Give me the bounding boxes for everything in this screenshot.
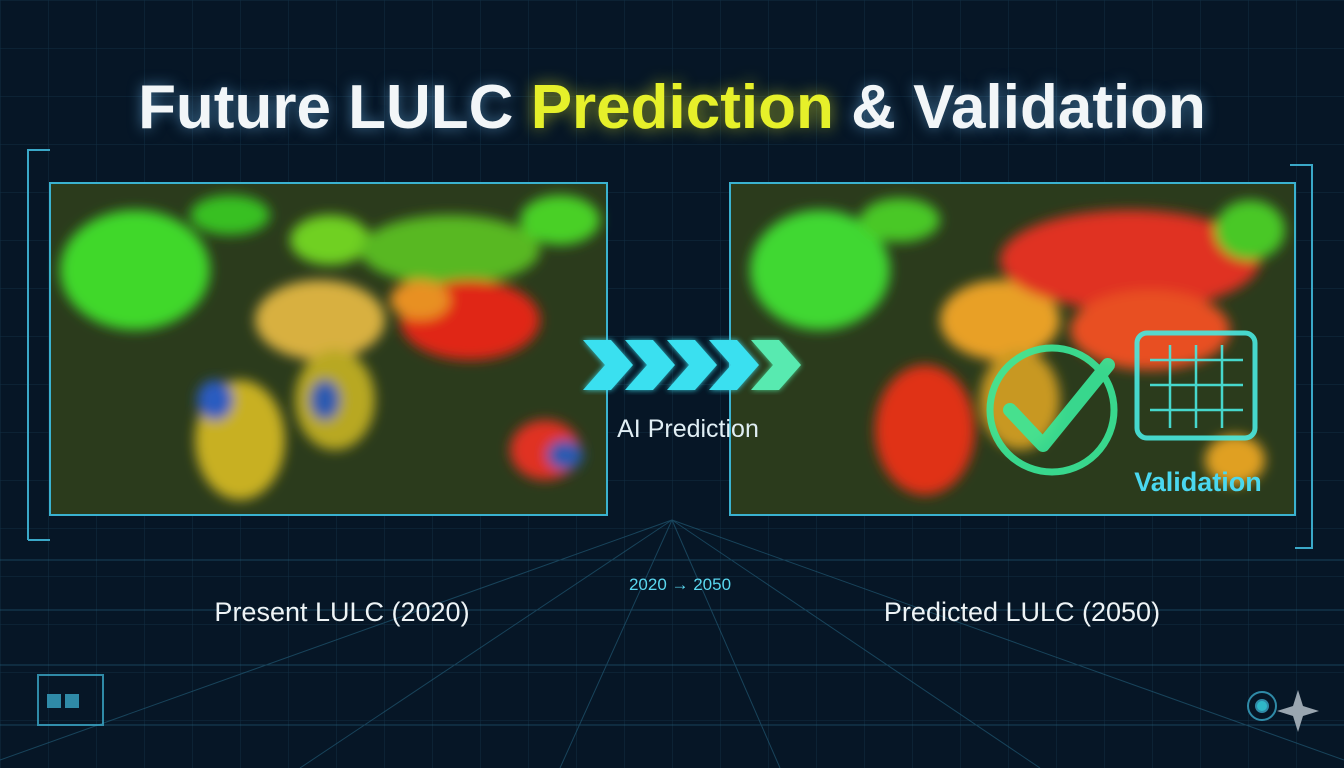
panel-label: Predicted LULC (2050) [883,597,1161,627]
title-highlight: Prediction [530,73,834,142]
validation-badge: Validation [1134,467,1262,497]
title-part: & Validation [851,73,1206,142]
present-map [49,182,608,516]
timeline: 2020 → 2050 [628,575,732,594]
title-part: Future LULC [138,73,514,142]
panel-label: Present LULC (2020) [214,597,470,627]
predicted-map [729,182,1296,516]
title: Future LULC Prediction & Validation [0,72,1344,143]
arrow-label: AI Prediction [617,415,759,443]
